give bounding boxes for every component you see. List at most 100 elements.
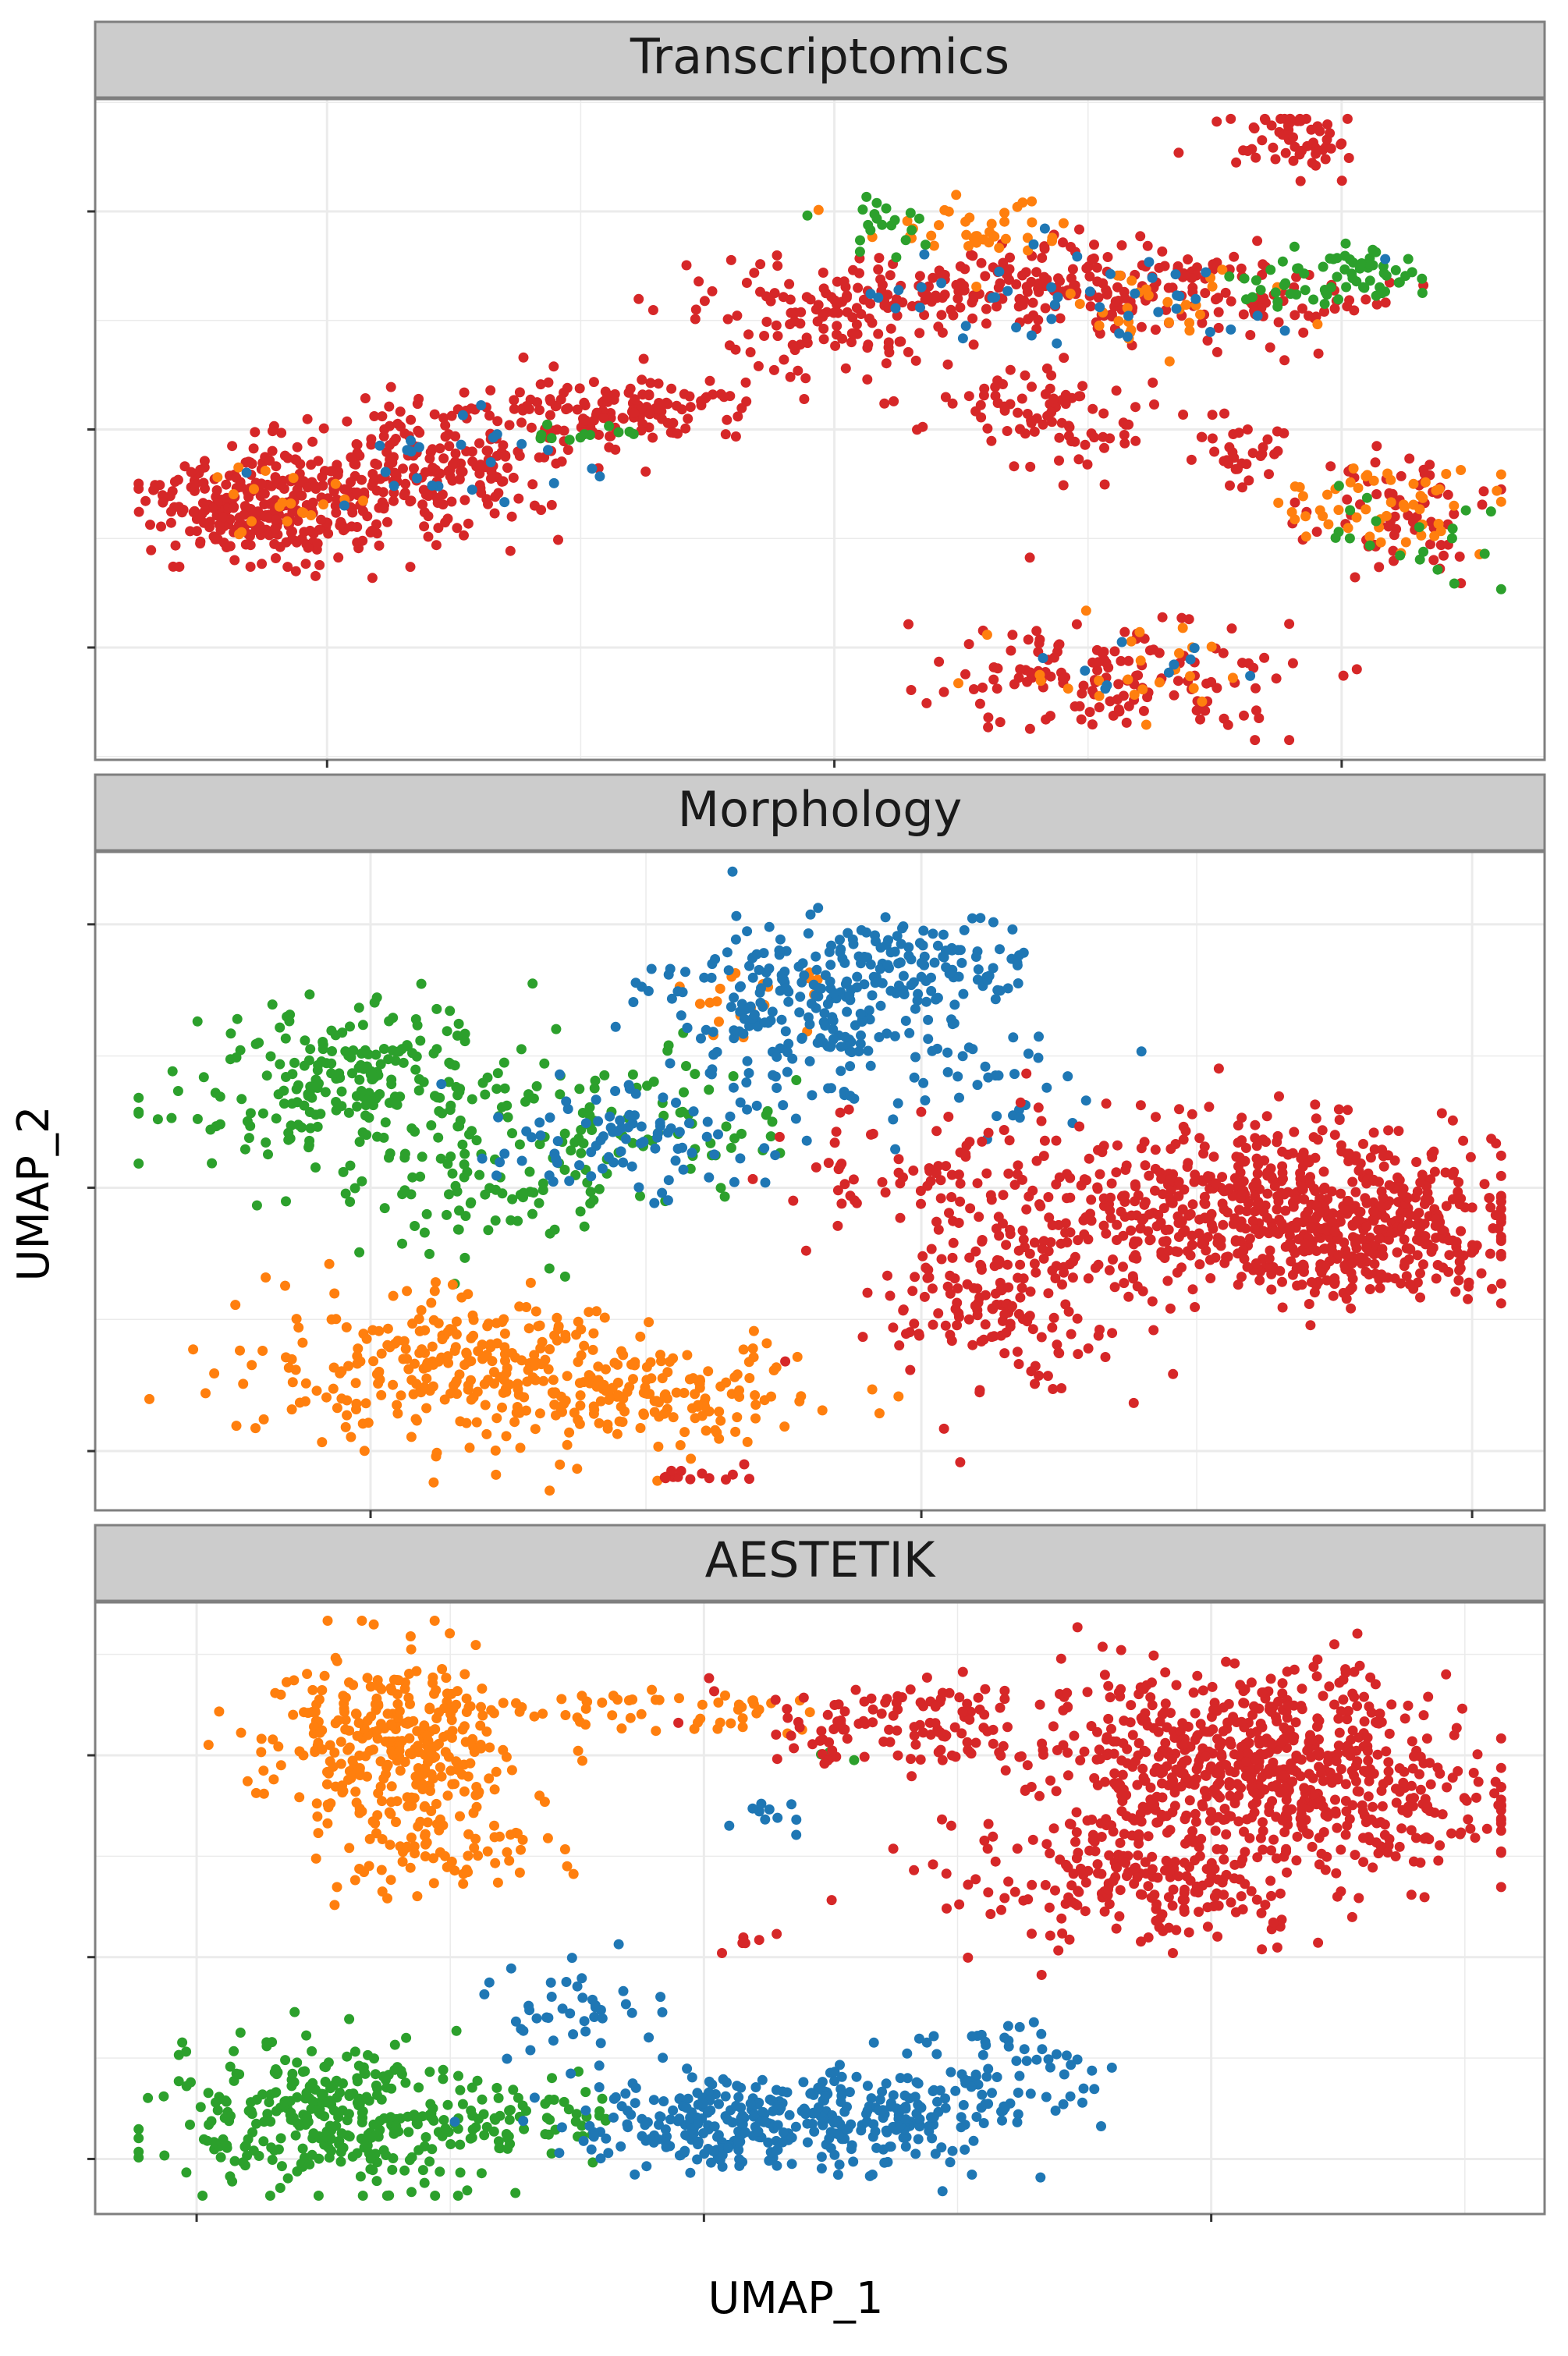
scatter-point: [560, 1710, 571, 1720]
scatter-point: [1300, 285, 1311, 296]
scatter-point: [1330, 532, 1341, 543]
scatter-point: [1001, 1240, 1012, 1251]
scatter-point: [1268, 142, 1279, 153]
scatter-point: [627, 1069, 638, 1080]
scatter-point: [296, 490, 307, 501]
scatter-point: [921, 290, 932, 301]
scatter-point: [442, 1209, 452, 1220]
scatter-point: [376, 1389, 387, 1400]
scatter-point: [205, 1124, 216, 1135]
scatter-point: [882, 1028, 892, 1039]
scatter-point: [599, 1312, 610, 1323]
scatter-point: [477, 1153, 488, 1164]
scatter-point: [832, 307, 843, 318]
scatter-point: [526, 422, 537, 433]
scatter-point: [1384, 1180, 1395, 1190]
scatter-point: [604, 420, 615, 431]
scatter-point: [433, 523, 444, 534]
scatter-point: [817, 1405, 828, 1416]
scatter-point: [318, 481, 328, 491]
scatter-point: [980, 1061, 991, 1072]
scatter-point: [1033, 1102, 1044, 1113]
scatter-point: [992, 301, 1002, 312]
scatter-point: [1195, 714, 1205, 725]
scatter-point: [715, 1717, 725, 1728]
scatter-point: [1031, 1267, 1041, 1278]
scatter-point: [399, 1148, 410, 1159]
scatter-point: [1200, 288, 1211, 299]
scatter-point: [442, 1351, 453, 1361]
scatter-point: [502, 2143, 513, 2154]
scatter-point: [1185, 1250, 1196, 1261]
scatter-point: [1013, 1245, 1024, 1256]
scatter-point: [916, 957, 927, 968]
scatter-point: [1260, 1200, 1271, 1211]
scatter-point: [214, 1706, 225, 1717]
scatter-point: [543, 445, 553, 456]
scatter-point: [1272, 301, 1283, 312]
scatter-point: [530, 1375, 541, 1386]
scatter-point: [412, 1891, 423, 1902]
scatter-point: [307, 436, 318, 447]
scatter-point: [1298, 327, 1309, 338]
scatter-point: [769, 288, 780, 299]
scatter-point: [788, 1195, 799, 1206]
scatter-point: [923, 1265, 934, 1276]
scatter-point: [1062, 1237, 1073, 1247]
scatter-point: [779, 1421, 790, 1432]
scatter-point: [516, 1155, 527, 1166]
scatter-point: [340, 1692, 351, 1703]
scatter-point: [607, 1710, 618, 1721]
scatter-point: [739, 1013, 750, 1024]
scatter-point: [961, 1140, 972, 1151]
scatter-point: [1479, 1179, 1490, 1190]
scatter-point: [185, 2120, 195, 2130]
scatter-point: [861, 927, 872, 938]
scatter-point: [725, 1002, 736, 1013]
scatter-point: [173, 2076, 184, 2087]
scatter-point: [259, 2116, 270, 2127]
scatter-point: [1151, 1112, 1161, 1123]
scatter-point: [491, 1469, 502, 1480]
scatter-point: [1344, 295, 1355, 306]
scatter-point: [848, 264, 858, 275]
scatter-point: [1130, 1196, 1141, 1207]
scatter-point: [534, 1408, 545, 1419]
scatter-point: [743, 1068, 754, 1078]
scatter-point: [699, 972, 710, 983]
scatter-point: [451, 1699, 462, 1710]
scatter-point: [1371, 247, 1382, 257]
scatter-point: [725, 1718, 736, 1729]
scatter-point: [1043, 1192, 1054, 1202]
scatter-point: [342, 1410, 353, 1421]
scatter-point: [276, 428, 287, 438]
scatter-point: [1495, 1248, 1506, 1259]
scatter-point: [587, 2157, 598, 2168]
scatter-point: [1165, 1303, 1176, 1314]
scatter-point: [1012, 957, 1023, 968]
scatter-point: [618, 1350, 629, 1361]
scatter-point: [1119, 293, 1130, 303]
scatter-point: [1058, 480, 1069, 491]
scatter-point: [188, 507, 199, 518]
scatter-point: [435, 2166, 445, 2177]
scatter-point: [981, 303, 992, 314]
scatter-point: [250, 1423, 261, 1434]
scatter-point: [1410, 1192, 1421, 1203]
scatter-point: [1033, 314, 1044, 325]
scatter-point: [1164, 317, 1174, 328]
scatter-point: [1385, 497, 1396, 508]
scatter-point: [984, 970, 995, 981]
scatter-point: [980, 1290, 991, 1300]
scatter-point: [491, 1084, 502, 1095]
scatter-point: [492, 1877, 503, 1888]
scatter-point: [498, 440, 509, 451]
scatter-point: [1178, 410, 1189, 420]
scatter-point: [804, 1019, 815, 1030]
scatter-point: [727, 1469, 738, 1480]
scatter-point: [276, 2161, 287, 2172]
scatter-point: [227, 2176, 238, 2187]
scatter-point: [354, 1808, 365, 1818]
scatter-point: [573, 2066, 584, 2077]
scatter-point: [943, 1112, 954, 1122]
